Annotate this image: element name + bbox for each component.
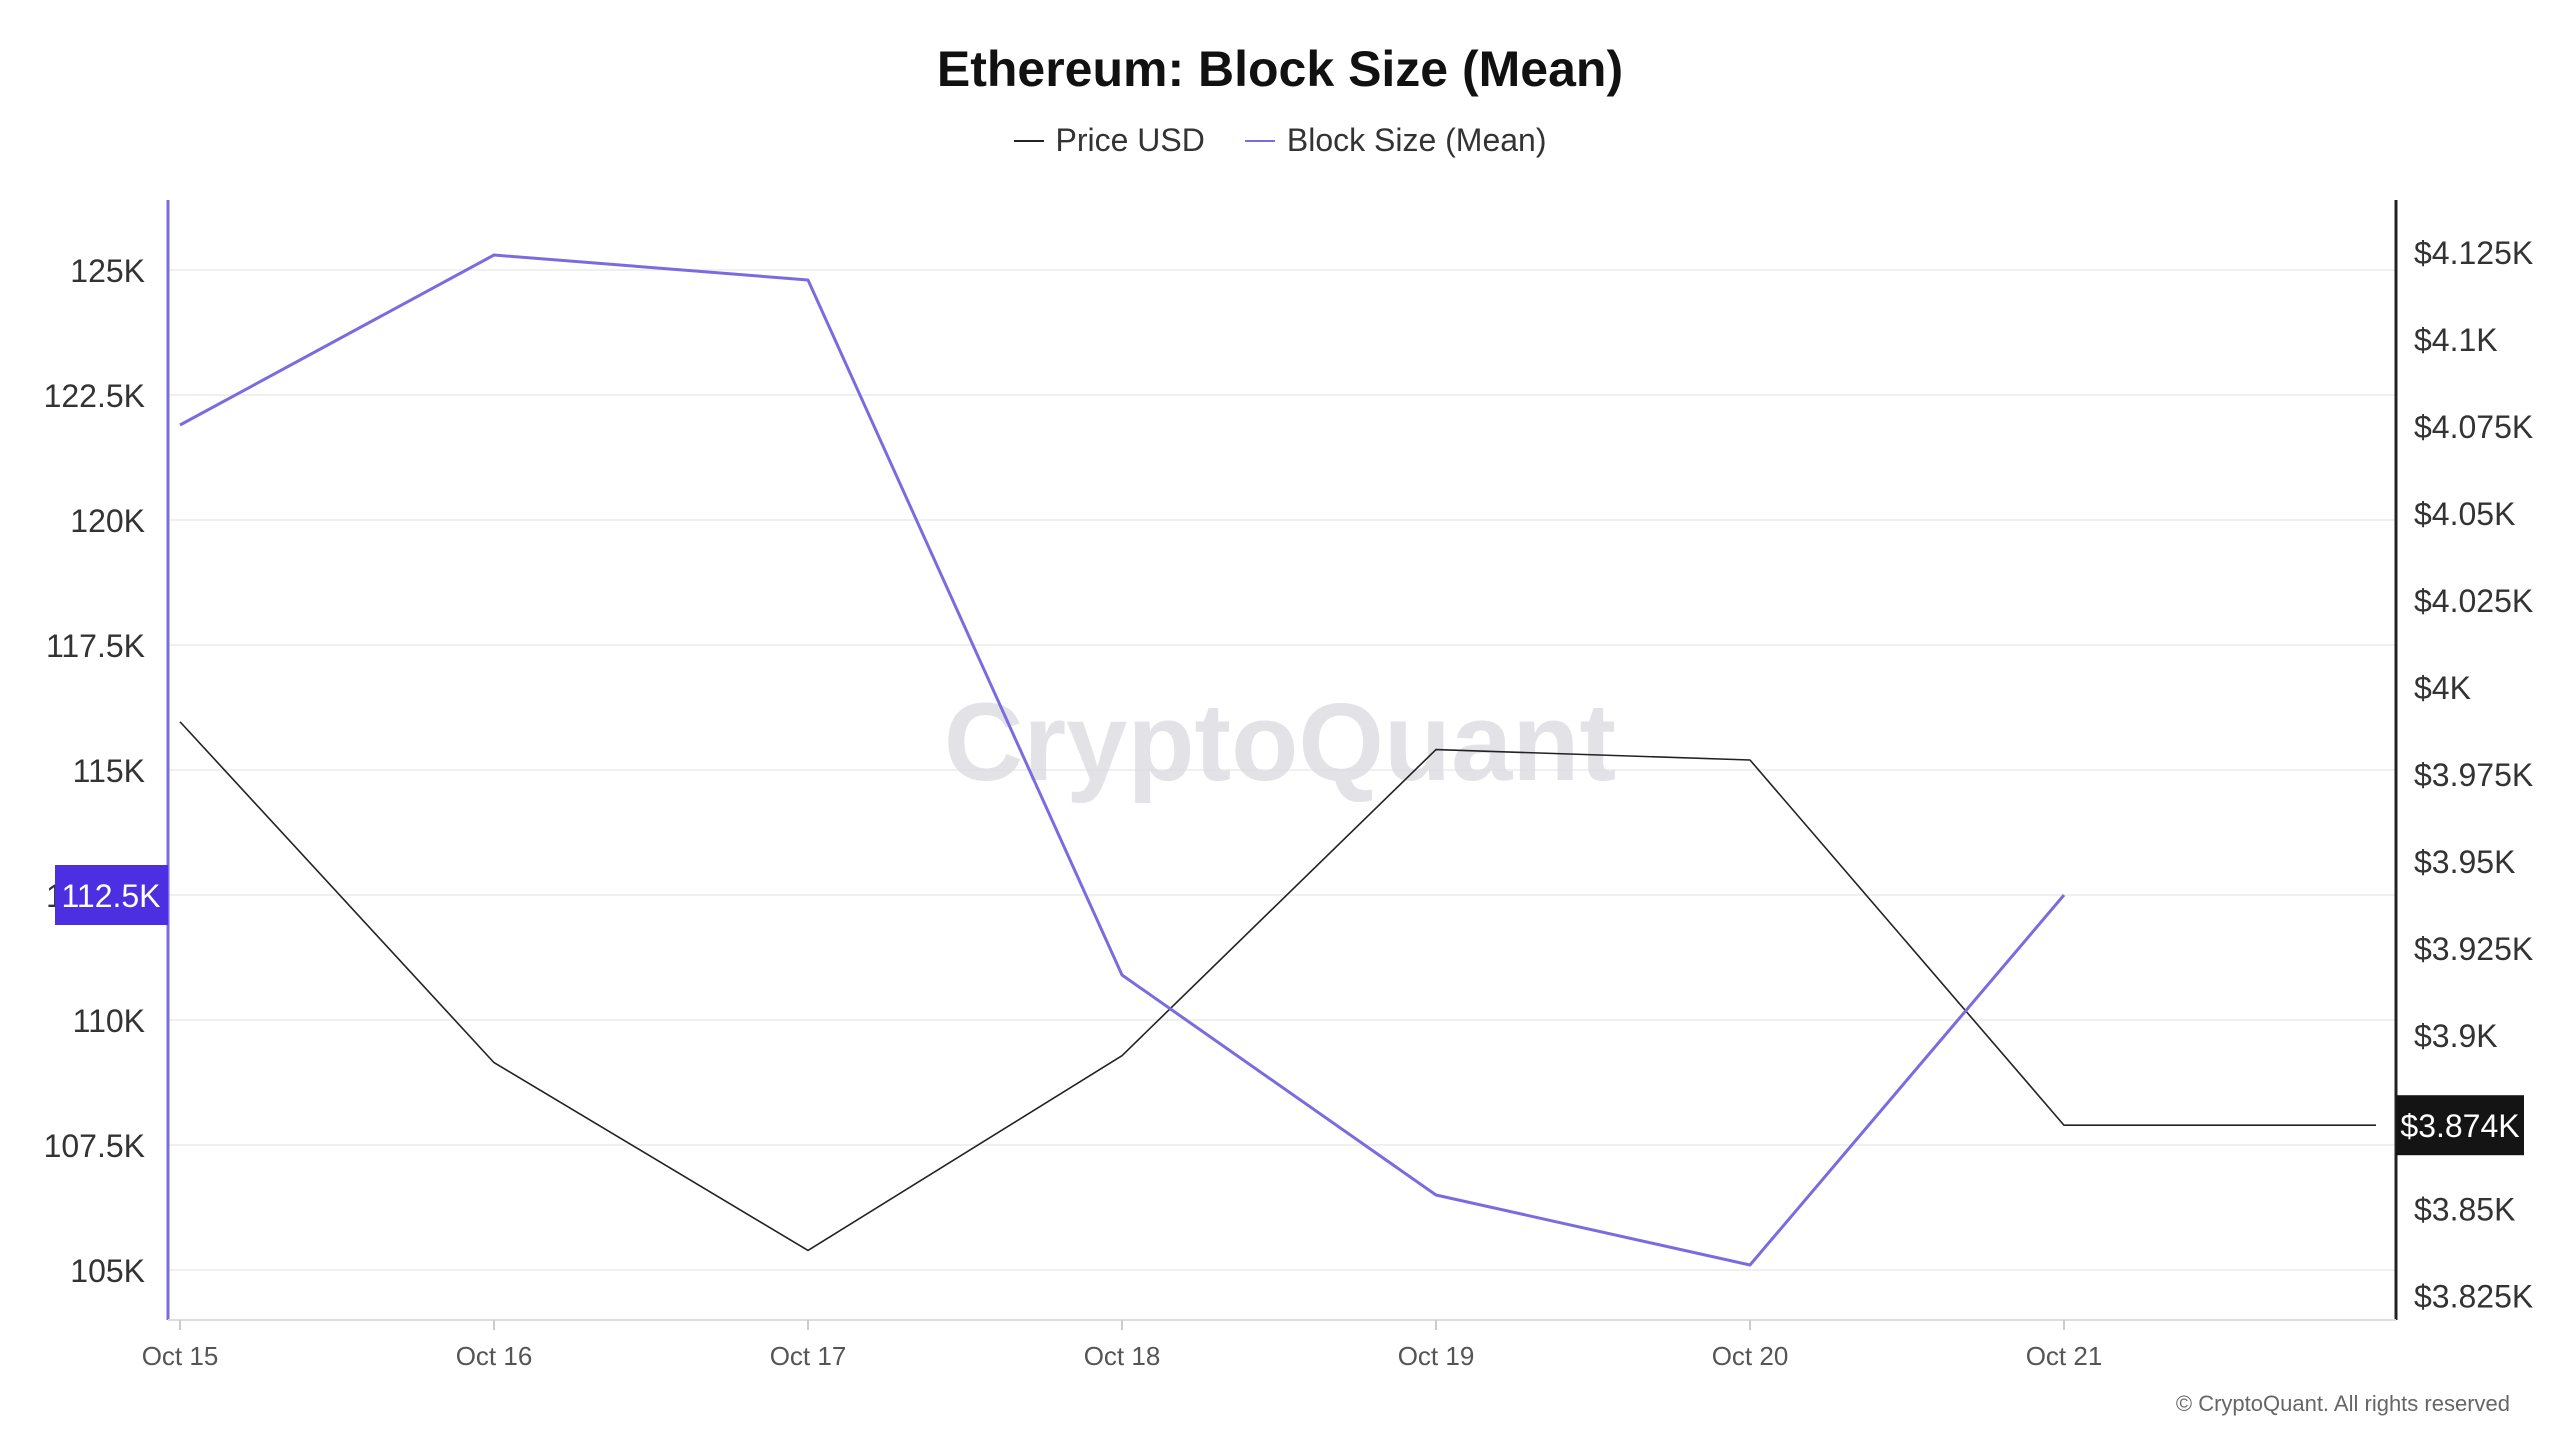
- y-right-tick-label: $4.125K: [2414, 235, 2533, 271]
- x-tick-label: Oct 20: [1712, 1341, 1789, 1371]
- y-left-tick-label: 120K: [70, 503, 145, 539]
- y-right-tick-label: $3.975K: [2414, 757, 2533, 793]
- left-current-value-badge: [55, 865, 168, 925]
- series-line-price-usd: [179, 721, 2376, 1252]
- copyright-notice: © CryptoQuant. All rights reserved: [2175, 1391, 2510, 1416]
- y-left-tick-label: 125K: [70, 253, 145, 289]
- y-right-tick-label: $4.025K: [2414, 583, 2533, 619]
- y-right-tick-label: $4.075K: [2414, 409, 2533, 445]
- watermark: CryptoQuant: [944, 681, 1616, 804]
- y-right-tick-label: $3.9K: [2414, 1018, 2498, 1054]
- x-tick-label: Oct 16: [456, 1341, 533, 1371]
- left-current-value-label: 112.5K: [61, 878, 160, 914]
- legend: Price USD Block Size (Mean): [0, 122, 2560, 159]
- y-right-tick-label: $4.1K: [2414, 322, 2498, 358]
- y-left-tick-label: 122.5K: [44, 378, 145, 414]
- y-right-tick-label: $3.925K: [2414, 931, 2533, 967]
- legend-swatch-price: [1013, 139, 1044, 142]
- x-tick-label: Oct 19: [1398, 1341, 1475, 1371]
- legend-label-block-size: Block Size (Mean): [1286, 122, 1547, 158]
- y-right-tick-label: $3.825K: [2414, 1279, 2533, 1315]
- legend-label-price: Price USD: [1055, 122, 1205, 158]
- right-current-value-label: $3.874K: [2400, 1108, 2519, 1144]
- y-left-tick-label: 117.5K: [46, 628, 145, 664]
- y-left-tick-label: 110K: [73, 1003, 145, 1039]
- y-left-tick-label: 115K: [73, 753, 145, 789]
- y-right-tick-label: $3.85K: [2414, 1192, 2515, 1228]
- x-tick-label: Oct 15: [142, 1341, 219, 1371]
- y-left-tick-label: 105K: [70, 1253, 145, 1289]
- legend-item-block-size[interactable]: Block Size (Mean): [1244, 122, 1547, 159]
- x-tick-label: Oct 21: [2026, 1341, 2103, 1371]
- y-right-tick-label: $3.95K: [2414, 844, 2515, 880]
- legend-item-price[interactable]: Price USD: [1013, 122, 1205, 159]
- y-right-tick-label: $4.05K: [2414, 496, 2515, 532]
- chart-title: Ethereum: Block Size (Mean): [936, 41, 1624, 97]
- y-right-tick-label: $4K: [2414, 670, 2471, 706]
- y-left-tick-label: 107.5K: [44, 1128, 145, 1164]
- right-current-value-badge: [2396, 1095, 2524, 1156]
- x-tick-label: Oct 18: [1084, 1341, 1161, 1371]
- x-tick-label: Oct 17: [770, 1341, 847, 1371]
- legend-swatch-block-size: [1244, 139, 1275, 142]
